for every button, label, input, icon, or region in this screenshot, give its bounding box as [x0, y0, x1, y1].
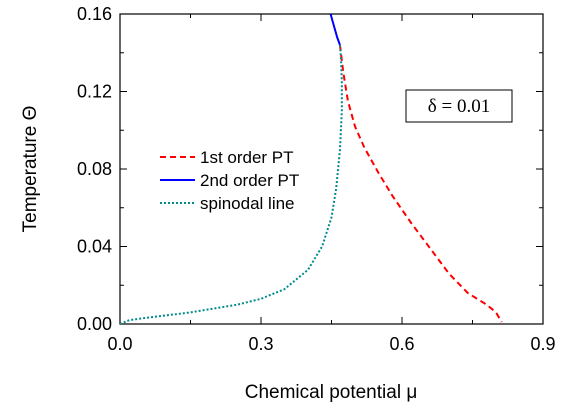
series-line-spinodal-line [120, 44, 343, 324]
plot-frame [119, 13, 544, 325]
x-tick-label: 0.0 [107, 334, 132, 354]
y-tick-label: 0.08 [77, 159, 112, 179]
annotation-delta: δ = 0.01 [428, 96, 490, 117]
annotation-box: δ = 0.01 [405, 89, 513, 123]
x-axis-label: Chemical potential μ [245, 382, 418, 403]
legend-label-spinodal: spinodal line [200, 194, 295, 213]
axis-tick-labels: 0.0 0.3 0.6 0.9 0.00 0.04 0.08 0.12 0.16 [77, 4, 556, 354]
y-axis-label: Temperature Θ [20, 106, 41, 233]
series-line-2nd-order-pt [329, 14, 341, 46]
series-line-1st-order-pt [338, 44, 503, 323]
legend-label-2nd-order: 2nd order PT [200, 171, 299, 190]
x-tick-label: 0.3 [248, 334, 273, 354]
legend: 1st order PT 2nd order PT spinodal line [160, 148, 299, 213]
y-tick-label: 0.00 [77, 314, 112, 334]
axis-ticks [119, 13, 544, 325]
y-tick-label: 0.04 [77, 237, 112, 257]
x-tick-label: 0.9 [530, 334, 555, 354]
series-lines [120, 14, 503, 324]
y-tick-label: 0.16 [77, 4, 112, 24]
legend-label-1st-order: 1st order PT [200, 148, 294, 167]
x-tick-label: 0.6 [389, 334, 414, 354]
annotation-frame [405, 89, 513, 123]
y-tick-label: 0.12 [77, 82, 112, 102]
